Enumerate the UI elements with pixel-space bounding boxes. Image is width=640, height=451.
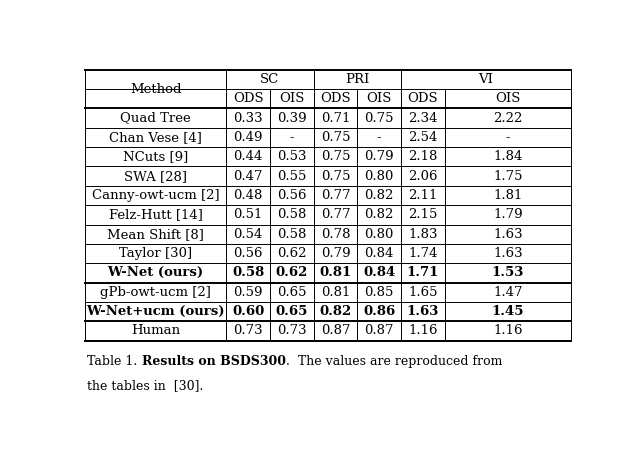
Text: SC: SC (260, 73, 280, 86)
Text: SWA [28]: SWA [28] (124, 170, 187, 183)
Text: 0.33: 0.33 (234, 111, 263, 124)
Text: 0.80: 0.80 (364, 228, 394, 241)
Text: 0.79: 0.79 (321, 247, 350, 260)
Text: 0.59: 0.59 (234, 286, 263, 299)
Text: -: - (377, 131, 381, 144)
Text: 0.77: 0.77 (321, 208, 350, 221)
Text: Canny-owt-ucm [2]: Canny-owt-ucm [2] (92, 189, 220, 202)
Text: 0.77: 0.77 (321, 189, 350, 202)
Text: 0.47: 0.47 (234, 170, 263, 183)
Text: ODS: ODS (320, 92, 351, 105)
Text: 0.44: 0.44 (234, 150, 263, 163)
Text: 1.47: 1.47 (493, 286, 522, 299)
Text: 1.53: 1.53 (492, 267, 524, 280)
Text: 2.34: 2.34 (408, 111, 438, 124)
Text: 1.84: 1.84 (493, 150, 522, 163)
Text: OIS: OIS (495, 92, 520, 105)
Text: -: - (506, 131, 510, 144)
Text: 0.86: 0.86 (363, 305, 396, 318)
Text: ODS: ODS (408, 92, 438, 105)
Text: OIS: OIS (367, 92, 392, 105)
Text: 1.81: 1.81 (493, 189, 522, 202)
Text: Chan Vese [4]: Chan Vese [4] (109, 131, 202, 144)
Text: 0.73: 0.73 (277, 324, 307, 337)
Text: 0.84: 0.84 (363, 267, 396, 280)
Text: .  The values are reproduced from: . The values are reproduced from (285, 355, 502, 368)
Text: 0.58: 0.58 (277, 208, 307, 221)
Text: 2.22: 2.22 (493, 111, 522, 124)
Text: 1.71: 1.71 (406, 267, 439, 280)
Text: W-Net+ucm (ours): W-Net+ucm (ours) (86, 305, 225, 318)
Text: gPb-owt-ucm [2]: gPb-owt-ucm [2] (100, 286, 211, 299)
Text: 0.75: 0.75 (321, 131, 350, 144)
Text: Results on BSDS300: Results on BSDS300 (141, 355, 285, 368)
Text: 0.62: 0.62 (276, 267, 308, 280)
Text: 2.06: 2.06 (408, 170, 438, 183)
Text: NCuts [9]: NCuts [9] (123, 150, 188, 163)
Text: 0.85: 0.85 (364, 286, 394, 299)
Text: 1.65: 1.65 (408, 286, 438, 299)
Text: Human: Human (131, 324, 180, 337)
Text: 0.65: 0.65 (276, 305, 308, 318)
Text: 0.49: 0.49 (234, 131, 263, 144)
Text: 0.54: 0.54 (234, 228, 263, 241)
Text: Felz-Hutt [14]: Felz-Hutt [14] (109, 208, 203, 221)
Text: Quad Tree: Quad Tree (120, 111, 191, 124)
Text: OIS: OIS (279, 92, 305, 105)
Text: 0.51: 0.51 (234, 208, 263, 221)
Text: 0.81: 0.81 (321, 286, 350, 299)
Text: W-Net (ours): W-Net (ours) (108, 267, 204, 280)
Text: 1.75: 1.75 (493, 170, 522, 183)
Text: 0.75: 0.75 (321, 170, 350, 183)
Text: 0.87: 0.87 (321, 324, 350, 337)
Text: 0.84: 0.84 (364, 247, 394, 260)
Text: 1.63: 1.63 (406, 305, 439, 318)
Text: 0.58: 0.58 (232, 267, 264, 280)
Text: 0.56: 0.56 (234, 247, 263, 260)
Text: 0.55: 0.55 (277, 170, 307, 183)
Text: 1.45: 1.45 (492, 305, 524, 318)
Text: 0.75: 0.75 (364, 111, 394, 124)
Text: 0.87: 0.87 (364, 324, 394, 337)
Text: 0.58: 0.58 (277, 228, 307, 241)
Text: 0.75: 0.75 (321, 150, 350, 163)
Text: Method: Method (130, 83, 181, 96)
Text: 0.73: 0.73 (234, 324, 263, 337)
Text: 1.74: 1.74 (408, 247, 438, 260)
Text: 0.80: 0.80 (364, 170, 394, 183)
Text: 1.63: 1.63 (493, 228, 523, 241)
Text: 1.16: 1.16 (493, 324, 522, 337)
Text: 0.62: 0.62 (277, 247, 307, 260)
Text: 0.53: 0.53 (277, 150, 307, 163)
Text: ODS: ODS (233, 92, 264, 105)
Text: 0.82: 0.82 (319, 305, 351, 318)
Text: the tables in  [30].: the tables in [30]. (88, 379, 204, 392)
Text: 0.48: 0.48 (234, 189, 263, 202)
Text: PRI: PRI (345, 73, 369, 86)
Text: 0.82: 0.82 (364, 189, 394, 202)
Text: VI: VI (479, 73, 493, 86)
Text: Mean Shift [8]: Mean Shift [8] (108, 228, 204, 241)
Text: 2.11: 2.11 (408, 189, 437, 202)
Text: 1.63: 1.63 (493, 247, 523, 260)
Text: 0.82: 0.82 (364, 208, 394, 221)
Text: -: - (289, 131, 294, 144)
Text: 0.39: 0.39 (277, 111, 307, 124)
Text: Table 1.: Table 1. (88, 355, 141, 368)
Text: 1.83: 1.83 (408, 228, 438, 241)
Text: 0.71: 0.71 (321, 111, 350, 124)
Text: 1.16: 1.16 (408, 324, 438, 337)
Text: 1.79: 1.79 (493, 208, 523, 221)
Text: 2.18: 2.18 (408, 150, 437, 163)
Text: 0.79: 0.79 (364, 150, 394, 163)
Text: 0.60: 0.60 (232, 305, 264, 318)
Text: 0.56: 0.56 (277, 189, 307, 202)
Text: Taylor [30]: Taylor [30] (119, 247, 192, 260)
Text: 0.65: 0.65 (277, 286, 307, 299)
Text: 0.78: 0.78 (321, 228, 350, 241)
Text: 2.15: 2.15 (408, 208, 437, 221)
Text: 2.54: 2.54 (408, 131, 437, 144)
Text: 0.81: 0.81 (319, 267, 351, 280)
